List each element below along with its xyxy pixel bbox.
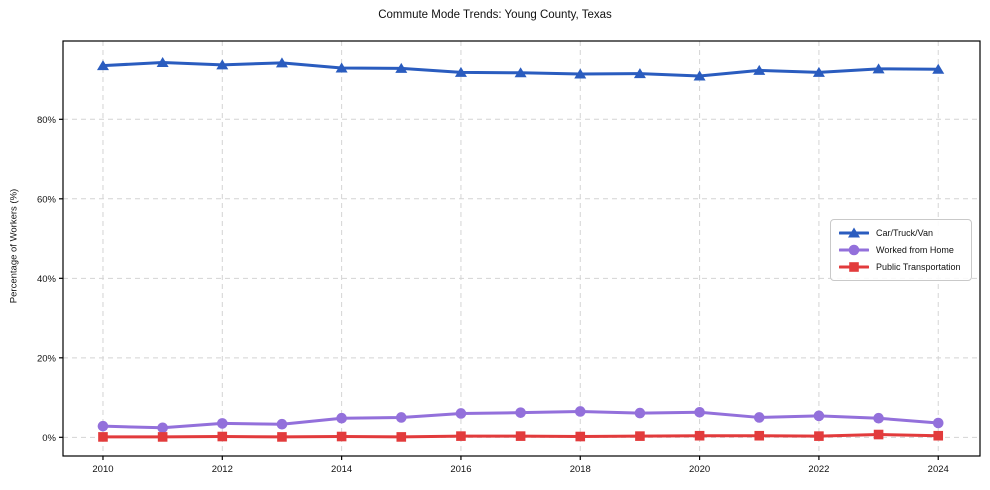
x-tick-label: 2014 xyxy=(331,464,352,475)
marker-public-transportation xyxy=(873,429,884,440)
marker-car-truck-van xyxy=(454,66,467,77)
marker-car-truck-van xyxy=(216,59,229,70)
marker-car-truck-van xyxy=(574,68,587,79)
marker-worked-from-home xyxy=(216,418,228,429)
marker-public-transportation xyxy=(635,431,645,441)
marker-worked-from-home xyxy=(753,412,765,423)
marker-car-truck-van xyxy=(872,63,885,74)
marker-car-truck-van xyxy=(693,70,706,81)
marker-car-truck-van xyxy=(514,67,527,78)
marker-worked-from-home xyxy=(873,412,884,424)
marker-public-transportation xyxy=(98,432,108,442)
x-tick-label: 2010 xyxy=(92,464,113,475)
marker-car-truck-van xyxy=(335,62,348,73)
marker-public-transportation xyxy=(575,431,586,442)
marker-public-transportation xyxy=(754,430,765,441)
marker-worked-from-home xyxy=(455,408,467,419)
marker-worked-from-home xyxy=(336,412,347,424)
y-tick-label: 40% xyxy=(37,274,57,285)
marker-worked-from-home xyxy=(97,420,109,432)
legend-label: Worked from Home xyxy=(876,245,954,255)
marker-public-transportation xyxy=(814,431,824,441)
legend-marker-worked-from-home xyxy=(839,244,869,256)
marker-public-transportation xyxy=(217,431,228,442)
marker-public-transportation xyxy=(933,430,944,441)
marker-worked-from-home xyxy=(694,406,705,418)
marker-car-truck-van xyxy=(932,63,945,74)
marker-car-truck-van xyxy=(753,64,766,75)
x-tick-label: 2012 xyxy=(212,464,233,475)
y-tick-label: 20% xyxy=(37,353,57,364)
marker-worked-from-home xyxy=(276,418,288,430)
y-tick-label: 60% xyxy=(37,194,57,205)
marker-car-truck-van xyxy=(96,60,109,71)
marker-public-transportation xyxy=(396,432,407,442)
marker-public-transportation xyxy=(456,431,466,441)
marker-worked-from-home xyxy=(634,407,646,419)
legend-marker-car-truck-van xyxy=(839,227,869,238)
legend: Car/Truck/Van Worked from Home Public Tr… xyxy=(830,219,972,281)
marker-car-truck-van xyxy=(633,68,646,79)
legend-item-car-truck-van: Car/Truck/Van xyxy=(839,227,961,239)
legend-label: Car/Truck/Van xyxy=(876,228,934,238)
marker-worked-from-home xyxy=(932,417,944,429)
x-tick-label: 2016 xyxy=(450,464,471,475)
marker-public-transportation xyxy=(277,432,287,442)
y-tick-label: 80% xyxy=(37,115,57,126)
marker-car-truck-van xyxy=(275,57,288,68)
marker-car-truck-van xyxy=(395,62,408,73)
marker-worked-from-home xyxy=(395,412,407,423)
legend-glyph-car-truck-van xyxy=(848,227,860,238)
marker-car-truck-van xyxy=(812,66,825,77)
legend-glyph-public-transportation xyxy=(849,262,859,272)
legend-glyph-worked-from-home xyxy=(848,244,860,256)
chart-title: Commute Mode Trends: Young County, Texas xyxy=(378,9,612,21)
legend-label: Public Transportation xyxy=(876,262,961,272)
legend-marker-public-transportation xyxy=(839,262,869,272)
marker-worked-from-home xyxy=(574,406,586,417)
x-tick-label: 2022 xyxy=(808,464,829,475)
marker-public-transportation xyxy=(157,432,168,442)
x-tick-label: 2020 xyxy=(689,464,710,475)
marker-public-transportation xyxy=(515,431,526,441)
marker-car-truck-van xyxy=(156,56,169,67)
legend-item-public-transportation: Public Transportation xyxy=(839,261,961,273)
legend-item-worked-from-home: Worked from Home xyxy=(839,244,961,256)
marker-public-transportation xyxy=(336,431,347,442)
y-tick-label: 0% xyxy=(42,433,56,444)
plot-border xyxy=(62,40,981,457)
marker-worked-from-home xyxy=(157,422,168,434)
marker-worked-from-home xyxy=(515,407,526,418)
x-tick-label: 2018 xyxy=(570,464,591,475)
marker-public-transportation xyxy=(694,430,705,441)
marker-worked-from-home xyxy=(813,410,825,422)
x-tick-label: 2024 xyxy=(928,464,949,475)
